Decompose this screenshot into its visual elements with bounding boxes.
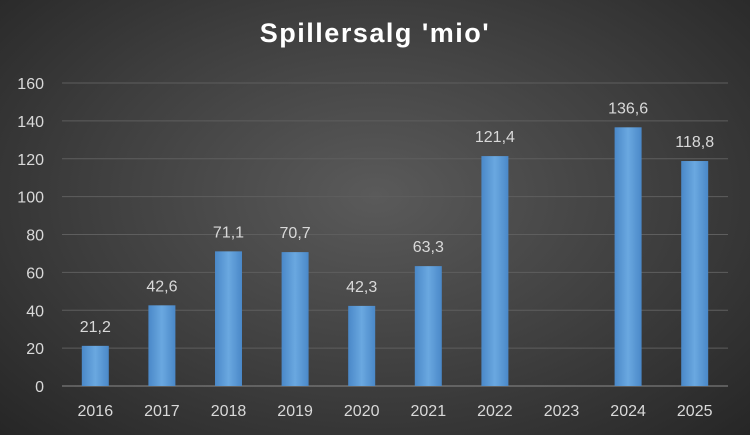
x-axis: 2016 2017 2018 2019 2020 2021 2022 2023 2024 2025 xyxy=(78,403,713,420)
x-tick-label: 2016 xyxy=(78,403,114,420)
x-tick-label: 2024 xyxy=(610,403,646,420)
x-tick-label: 2018 xyxy=(211,403,247,420)
data-label-2018: 71,1 xyxy=(213,224,244,241)
bar-2025 xyxy=(681,161,709,386)
x-tick-label: 2021 xyxy=(411,403,447,420)
bar-2019 xyxy=(281,252,309,386)
bar-2021 xyxy=(414,266,442,386)
data-label-2019: 70,7 xyxy=(280,225,311,242)
bar-2020 xyxy=(348,305,376,386)
x-tick-label: 2020 xyxy=(344,403,380,420)
bars xyxy=(81,127,709,386)
bar-2018 xyxy=(215,251,242,386)
x-tick-label: 2019 xyxy=(277,403,313,420)
bar-2022 xyxy=(481,156,509,386)
x-tick-label: 2022 xyxy=(477,403,513,420)
x-tick-label: 2023 xyxy=(544,403,580,420)
bar-2024 xyxy=(614,127,642,386)
y-tick-label: 140 xyxy=(17,114,44,131)
y-tick-label: 120 xyxy=(17,152,44,169)
y-tick-label: 80 xyxy=(26,228,44,245)
data-label-2017: 42,6 xyxy=(146,278,177,295)
y-tick-label: 60 xyxy=(26,265,44,282)
y-tick-label: 0 xyxy=(35,379,44,396)
x-tick-label: 2017 xyxy=(144,403,180,420)
y-tick-label: 100 xyxy=(17,190,44,207)
y-tick-label: 40 xyxy=(26,303,44,320)
data-label-2022: 121,4 xyxy=(475,129,515,146)
chart-title: Spillersalg 'mio' xyxy=(259,18,491,48)
y-axis: 0 20 40 60 80 100 120 140 160 xyxy=(17,76,44,396)
data-label-2016: 21,2 xyxy=(80,319,111,336)
data-labels: 21,2 42,6 71,1 70,7 42,3 63,3 121,4 136,6 118,8 xyxy=(80,100,714,336)
x-tick-label: 2025 xyxy=(677,403,713,420)
data-label-2021: 63,3 xyxy=(413,239,444,256)
data-label-2020: 42,3 xyxy=(346,279,377,296)
data-label-2024: 136,6 xyxy=(608,100,648,117)
y-tick-label: 20 xyxy=(26,341,44,358)
data-label-2025: 118,8 xyxy=(675,134,714,151)
y-tick-label: 160 xyxy=(17,76,44,93)
bar-2016 xyxy=(81,345,109,386)
bar-2017 xyxy=(148,305,176,386)
